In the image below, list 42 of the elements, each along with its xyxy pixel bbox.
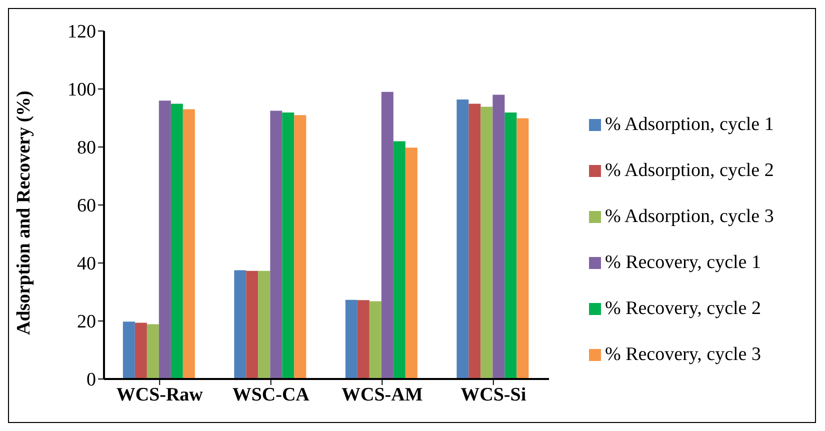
legend-label: % Recovery, cycle 3: [605, 344, 761, 365]
legend-label: % Adsorption, cycle 2: [605, 160, 774, 181]
bar: [122, 322, 135, 379]
bar: [282, 112, 294, 379]
bar: [381, 92, 394, 379]
legend-label: % Adsorption, cycle 1: [605, 114, 774, 135]
bar: [468, 104, 481, 379]
bar: [504, 112, 517, 379]
bar: [134, 322, 147, 379]
y-tick-label: 40: [77, 254, 96, 275]
x-tick-label: WCS-Si: [460, 384, 526, 406]
bar: [246, 270, 258, 379]
y-tick-label: 120: [68, 22, 96, 43]
bar: [492, 94, 505, 379]
y-tick-label: 60: [77, 196, 96, 217]
x-tick-label: WCS-Raw: [116, 384, 204, 406]
bar: [369, 301, 382, 379]
legend-label: % Adsorption, cycle 3: [605, 206, 774, 227]
bar: [146, 324, 159, 379]
bar: [270, 110, 282, 379]
bar: [357, 300, 370, 379]
y-tick-label: 0: [86, 370, 96, 391]
bar: [170, 104, 183, 379]
legend-label: % Recovery, cycle 2: [605, 298, 761, 319]
y-axis-title: Adsorption and Recovery (%): [14, 90, 35, 335]
x-tick-label: WSC-CA: [232, 384, 310, 406]
y-tick-label: 20: [77, 312, 96, 333]
y-tick-label: 80: [77, 138, 96, 159]
x-tick-label: WCS-AM: [341, 384, 423, 406]
bar: [294, 115, 306, 379]
bar: [345, 300, 358, 379]
bar: [393, 141, 406, 379]
y-tick-label: 100: [68, 80, 96, 101]
bar: [158, 100, 171, 379]
bar: [480, 106, 493, 379]
bar: [182, 109, 195, 379]
bar: [516, 118, 529, 379]
legend-label: % Recovery, cycle 1: [605, 252, 761, 273]
bar: [234, 270, 246, 379]
bar: [258, 270, 270, 379]
bar: [456, 99, 469, 379]
bar: [405, 148, 418, 379]
